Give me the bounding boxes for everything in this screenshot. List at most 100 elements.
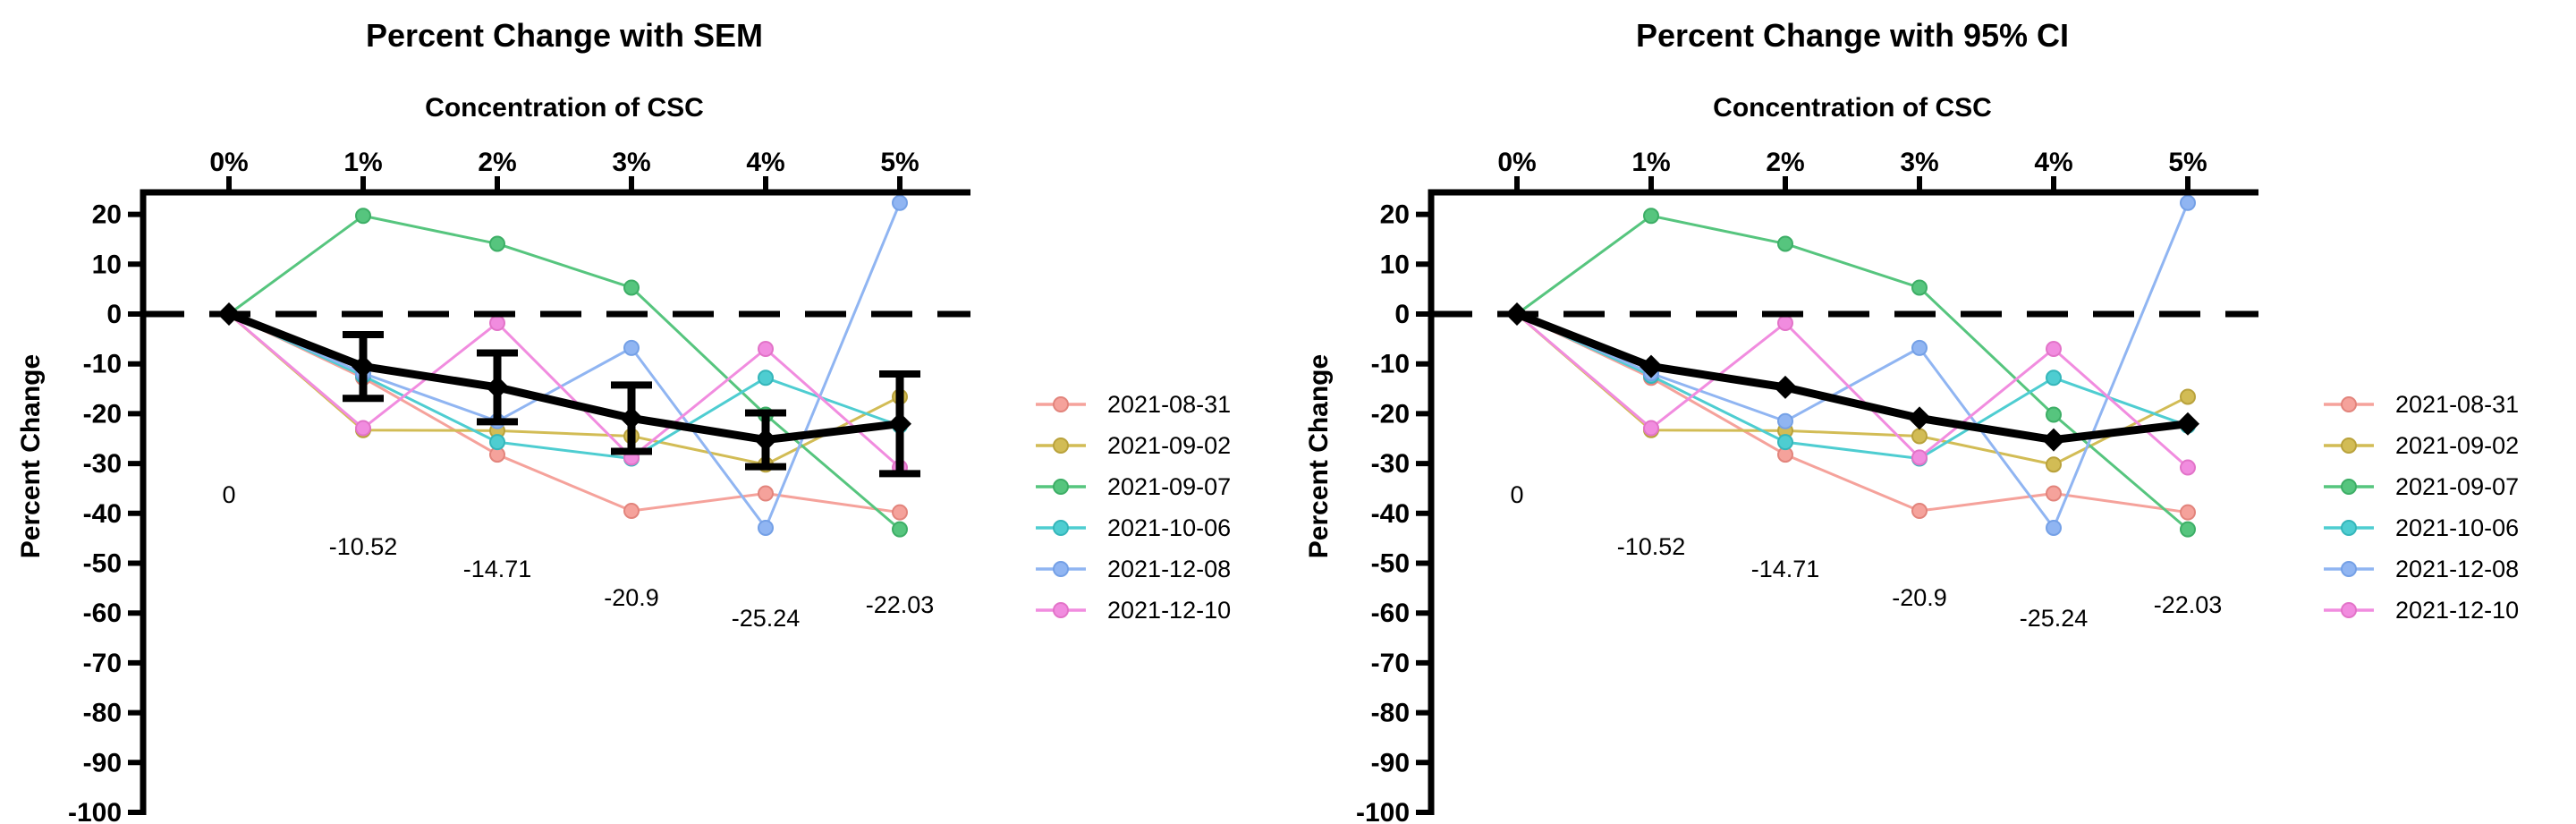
series-point-2021-08-31-5% bbox=[892, 504, 908, 521]
series-point-2021-08-31-4% bbox=[758, 485, 774, 502]
legend-label-2021-12-10: 2021-12-10 bbox=[2395, 597, 2519, 624]
x-tick-label-5%: 5% bbox=[880, 148, 919, 177]
series-line-2021-12-10 bbox=[228, 312, 901, 469]
x-tick-label-5%: 5% bbox=[2168, 148, 2207, 177]
x-tick-label-1%: 1% bbox=[1631, 148, 1670, 177]
mean-value-annotation--25.24: -25.24 bbox=[732, 605, 801, 632]
chart-sem-canvas: 0% 1% 2% 3% 4% 5% 20 10 0 -10 -20 -30 -40 -50 -60 -70 -8… bbox=[16, 17, 1231, 824]
legend-label-2021-08-31: 2021-08-31 bbox=[2395, 391, 2519, 418]
y-tick-label--10: -10 bbox=[83, 350, 122, 379]
mean-value-annotation--22.03: -22.03 bbox=[866, 591, 935, 618]
y-tick-label--30: -30 bbox=[83, 449, 122, 479]
legend-label-2021-09-07: 2021-09-07 bbox=[1107, 473, 1231, 500]
series-point-2021-12-08-4% bbox=[2046, 519, 2062, 536]
mean-value-annotation-0: 0 bbox=[1510, 481, 1523, 508]
x-tick-label-0%: 0% bbox=[209, 148, 248, 177]
x-tick-label-0%: 0% bbox=[1497, 148, 1536, 177]
x-tick-label-3%: 3% bbox=[612, 148, 650, 177]
mean-point-0% bbox=[1505, 302, 1529, 326]
mean-line bbox=[1515, 310, 2189, 445]
y-tick-label-20: 20 bbox=[1380, 200, 1410, 230]
y-tick-label--60: -60 bbox=[83, 599, 122, 628]
series-point-2021-09-07-4% bbox=[2046, 406, 2062, 423]
legend-label-2021-12-08: 2021-12-08 bbox=[2395, 556, 2519, 582]
series-line-2021-12-08 bbox=[228, 202, 902, 530]
legend-label-2021-12-10: 2021-12-10 bbox=[1107, 597, 1231, 624]
y-axis-title: Percent Change bbox=[16, 354, 46, 558]
legend-label-2021-12-08: 2021-12-08 bbox=[1107, 556, 1231, 582]
series-point-2021-12-10-2% bbox=[489, 315, 505, 332]
series-point-2021-08-31-5% bbox=[2180, 504, 2196, 521]
series-line-2021-08-31 bbox=[228, 312, 901, 514]
chart-title: Percent Change with 95% CI bbox=[1636, 17, 2069, 54]
mean-point-4% bbox=[754, 428, 777, 452]
series-point-2021-10-06-2% bbox=[1777, 434, 1793, 451]
series-point-2021-08-31-3% bbox=[623, 503, 640, 520]
series-point-2021-10-06-2% bbox=[489, 434, 505, 451]
series-point-2021-09-07-1% bbox=[355, 208, 371, 225]
mean-value-annotation--14.71: -14.71 bbox=[1751, 556, 1820, 582]
y-tick-label--20: -20 bbox=[1371, 399, 1410, 429]
series-point-2021-12-10-1% bbox=[1643, 420, 1659, 437]
mean-value-annotation--14.71: -14.71 bbox=[463, 556, 532, 582]
series-line-2021-10-06 bbox=[228, 312, 901, 461]
y-tick-label--100: -100 bbox=[1356, 798, 1410, 824]
series-point-2021-12-08-5% bbox=[2180, 194, 2196, 211]
series-point-2021-12-10-2% bbox=[1777, 315, 1793, 332]
mean-point-4% bbox=[2042, 428, 2065, 452]
series-point-2021-12-08-3% bbox=[1911, 339, 1928, 356]
y-tick-label-0: 0 bbox=[1394, 300, 1410, 329]
legend-label-2021-08-31: 2021-08-31 bbox=[1107, 391, 1231, 418]
series-point-2021-12-10-4% bbox=[2046, 340, 2062, 357]
legend-key-marker-2021-08-31 bbox=[1053, 396, 1069, 412]
legend-key-marker-2021-09-02 bbox=[2341, 437, 2357, 454]
y-tick-label--80: -80 bbox=[1371, 699, 1410, 728]
series-point-2021-09-07-3% bbox=[1911, 279, 1928, 296]
series-point-2021-09-07-2% bbox=[1777, 235, 1793, 252]
legend-key-marker-2021-12-08 bbox=[1053, 561, 1069, 577]
series-point-2021-09-02-4% bbox=[2046, 456, 2062, 473]
legend-key-marker-2021-10-06 bbox=[2341, 520, 2357, 536]
y-axis-title: Percent Change bbox=[1304, 354, 1334, 558]
series-line-2021-12-10 bbox=[1516, 312, 2189, 469]
x-tick-label-2%: 2% bbox=[478, 148, 516, 177]
mean-point-5% bbox=[888, 412, 911, 436]
y-tick-label--70: -70 bbox=[83, 649, 122, 678]
y-tick-label--30: -30 bbox=[1371, 449, 1410, 479]
series-point-2021-09-02-3% bbox=[1911, 428, 1928, 445]
legend-key-marker-2021-12-08 bbox=[2341, 561, 2357, 577]
x-tick-label-4%: 4% bbox=[2034, 148, 2072, 177]
series-point-2021-08-31-4% bbox=[2046, 485, 2062, 502]
legend-key-marker-2021-09-07 bbox=[2341, 479, 2357, 495]
legend-label-2021-10-06: 2021-10-06 bbox=[1107, 514, 1231, 541]
mean-point-0% bbox=[217, 302, 241, 326]
y-tick-label--70: -70 bbox=[1371, 649, 1410, 678]
series-point-2021-12-10-4% bbox=[758, 340, 774, 357]
legend-key-marker-2021-10-06 bbox=[1053, 520, 1069, 536]
x-tick-label-3%: 3% bbox=[1900, 148, 1938, 177]
series-point-2021-12-10-5% bbox=[2180, 459, 2196, 476]
series-point-2021-09-07-1% bbox=[1643, 208, 1659, 225]
x-tick-label-2%: 2% bbox=[1766, 148, 1804, 177]
series-line-2021-08-31 bbox=[1516, 312, 2189, 514]
mean-value-annotation-0: 0 bbox=[222, 481, 235, 508]
x-tick-label-4%: 4% bbox=[746, 148, 784, 177]
mean-value-annotation--22.03: -22.03 bbox=[2154, 591, 2223, 618]
y-tick-label--10: -10 bbox=[1371, 350, 1410, 379]
legend-label-2021-09-02: 2021-09-02 bbox=[2395, 432, 2519, 459]
series-point-2021-12-08-5% bbox=[892, 194, 908, 211]
chart-ci-canvas: 0% 1% 2% 3% 4% 5% 20 10 0 -10 -20 -30 -40 -50 -60 -70 -8… bbox=[1304, 17, 2519, 824]
series-point-2021-09-07-5% bbox=[2180, 521, 2196, 538]
y-tick-label--100: -100 bbox=[68, 798, 122, 824]
legend-key-marker-2021-09-07 bbox=[1053, 479, 1069, 495]
y-tick-label--50: -50 bbox=[83, 549, 122, 579]
series-point-2021-09-07-3% bbox=[623, 279, 640, 296]
y-tick-label--40: -40 bbox=[83, 499, 122, 529]
mean-point-1% bbox=[352, 354, 375, 378]
legend-label-2021-09-02: 2021-09-02 bbox=[1107, 432, 1231, 459]
legend-key-marker-2021-08-31 bbox=[2341, 396, 2357, 412]
series-line-2021-10-06 bbox=[1516, 312, 2189, 461]
series-point-2021-12-10-3% bbox=[1911, 449, 1928, 466]
chart-panel-sem: 0% 1% 2% 3% 4% 5% 20 10 0 -10 -20 -30 -40 -50 -60 -70 -8… bbox=[16, 17, 1231, 824]
